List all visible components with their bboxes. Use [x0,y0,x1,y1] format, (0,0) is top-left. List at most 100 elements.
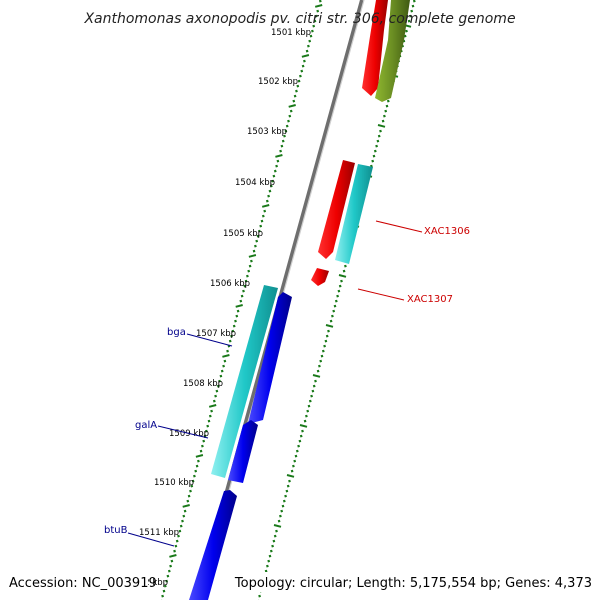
minor-tick [177,534,180,538]
minor-tick [284,494,287,498]
minor-tick [333,304,337,308]
minor-tick [386,99,390,103]
minor-tick [412,0,416,3]
minor-tick [290,469,294,473]
connector-bga [186,333,233,347]
minor-tick [379,129,382,133]
minor-tick [383,114,386,118]
minor-tick [244,279,248,283]
minor-tick [410,9,414,13]
minor-tick [268,554,272,558]
gene-label-xac1307[interactable]: XAC1307 [407,294,453,305]
minor-tick [162,589,166,593]
minor-tick [202,439,206,443]
minor-tick [384,109,388,113]
minor-tick [289,109,293,113]
minor-tick [214,394,217,398]
minor-tick [179,524,183,528]
minor-tick [258,229,261,233]
minor-tick [284,129,288,133]
minor-tick [321,349,325,353]
tick-label-1510: 1510 kbp [154,478,194,488]
minor-tick [279,149,282,153]
minor-tick [210,409,213,413]
minor-tick [243,284,247,288]
gene-label-bga[interactable]: bga [167,327,186,338]
minor-tick [320,354,324,358]
minor-tick [318,364,321,368]
tick-label-1501: 1501 kbp [271,28,311,38]
minor-tick [248,264,252,268]
major-tick [314,4,323,8]
minor-tick [178,529,182,533]
major-tick [182,504,190,508]
minor-tick [235,314,239,318]
minor-tick [273,534,277,538]
minor-tick [207,419,211,423]
gene-feature-olive-top[interactable] [375,0,410,102]
minor-tick [252,249,256,253]
minor-tick [272,539,276,543]
minor-tick [305,414,308,418]
minor-tick [215,389,219,393]
minor-tick [312,384,316,388]
gene-feature-xac-red[interactable] [318,160,355,259]
minor-tick [271,544,274,548]
major-tick [286,474,295,478]
minor-tick [301,429,304,433]
footer-right-backdrop [258,572,596,592]
gene-feature-xac1306[interactable] [335,164,373,264]
minor-tick [407,19,411,23]
tick-label-1507: 1507 kbp [196,329,236,339]
minor-tick [165,579,168,583]
minor-tick [267,559,271,563]
major-tick [275,154,283,158]
gene-feature-red-top[interactable] [362,0,388,96]
minor-tick [296,84,300,88]
gene-label-xac1306[interactable]: XAC1306 [424,226,470,237]
major-tick [338,274,347,278]
minor-tick [167,569,171,573]
outer-tick-ring [161,0,323,600]
minor-tick [376,139,380,143]
gene-feature-galA[interactable] [228,420,258,483]
minor-tick [266,564,269,568]
minor-tick [299,434,303,438]
major-tick [222,354,230,358]
gene-feature-xac1307[interactable] [311,268,329,286]
gene-feature-btuB[interactable] [189,490,237,600]
minor-tick [281,139,285,143]
major-tick [377,124,386,128]
minor-tick [373,149,377,153]
minor-tick [272,174,276,178]
minor-tick [182,514,186,518]
tick-label-1505: 1505 kbp [223,229,263,239]
minor-tick [275,164,278,168]
minor-tick [223,359,227,363]
footer-left-backdrop [4,572,148,592]
minor-tick [264,569,268,573]
gene-label-btuB[interactable]: btuB [104,525,128,536]
gene-label-galA[interactable]: galA [135,420,157,431]
minor-tick [294,454,298,458]
minor-tick [295,449,299,453]
gene-feature-blue-1[interactable] [248,292,292,424]
minor-tick [283,134,286,138]
minor-tick [312,24,316,28]
minor-tick [212,399,216,403]
minor-tick [295,89,298,93]
minor-tick [311,389,315,393]
minor-tick [308,399,312,403]
minor-tick [309,34,313,38]
minor-tick [236,309,240,313]
minor-tick [218,379,221,383]
minor-tick [298,439,302,443]
minor-tick [307,44,310,48]
minor-tick [193,474,196,478]
minor-tick [216,384,220,388]
gene-feature-bga[interactable] [211,285,278,478]
connector-xac1306 [375,220,423,233]
label-connectors [127,220,423,547]
tick-label-1508: 1508 kbp [183,379,223,389]
